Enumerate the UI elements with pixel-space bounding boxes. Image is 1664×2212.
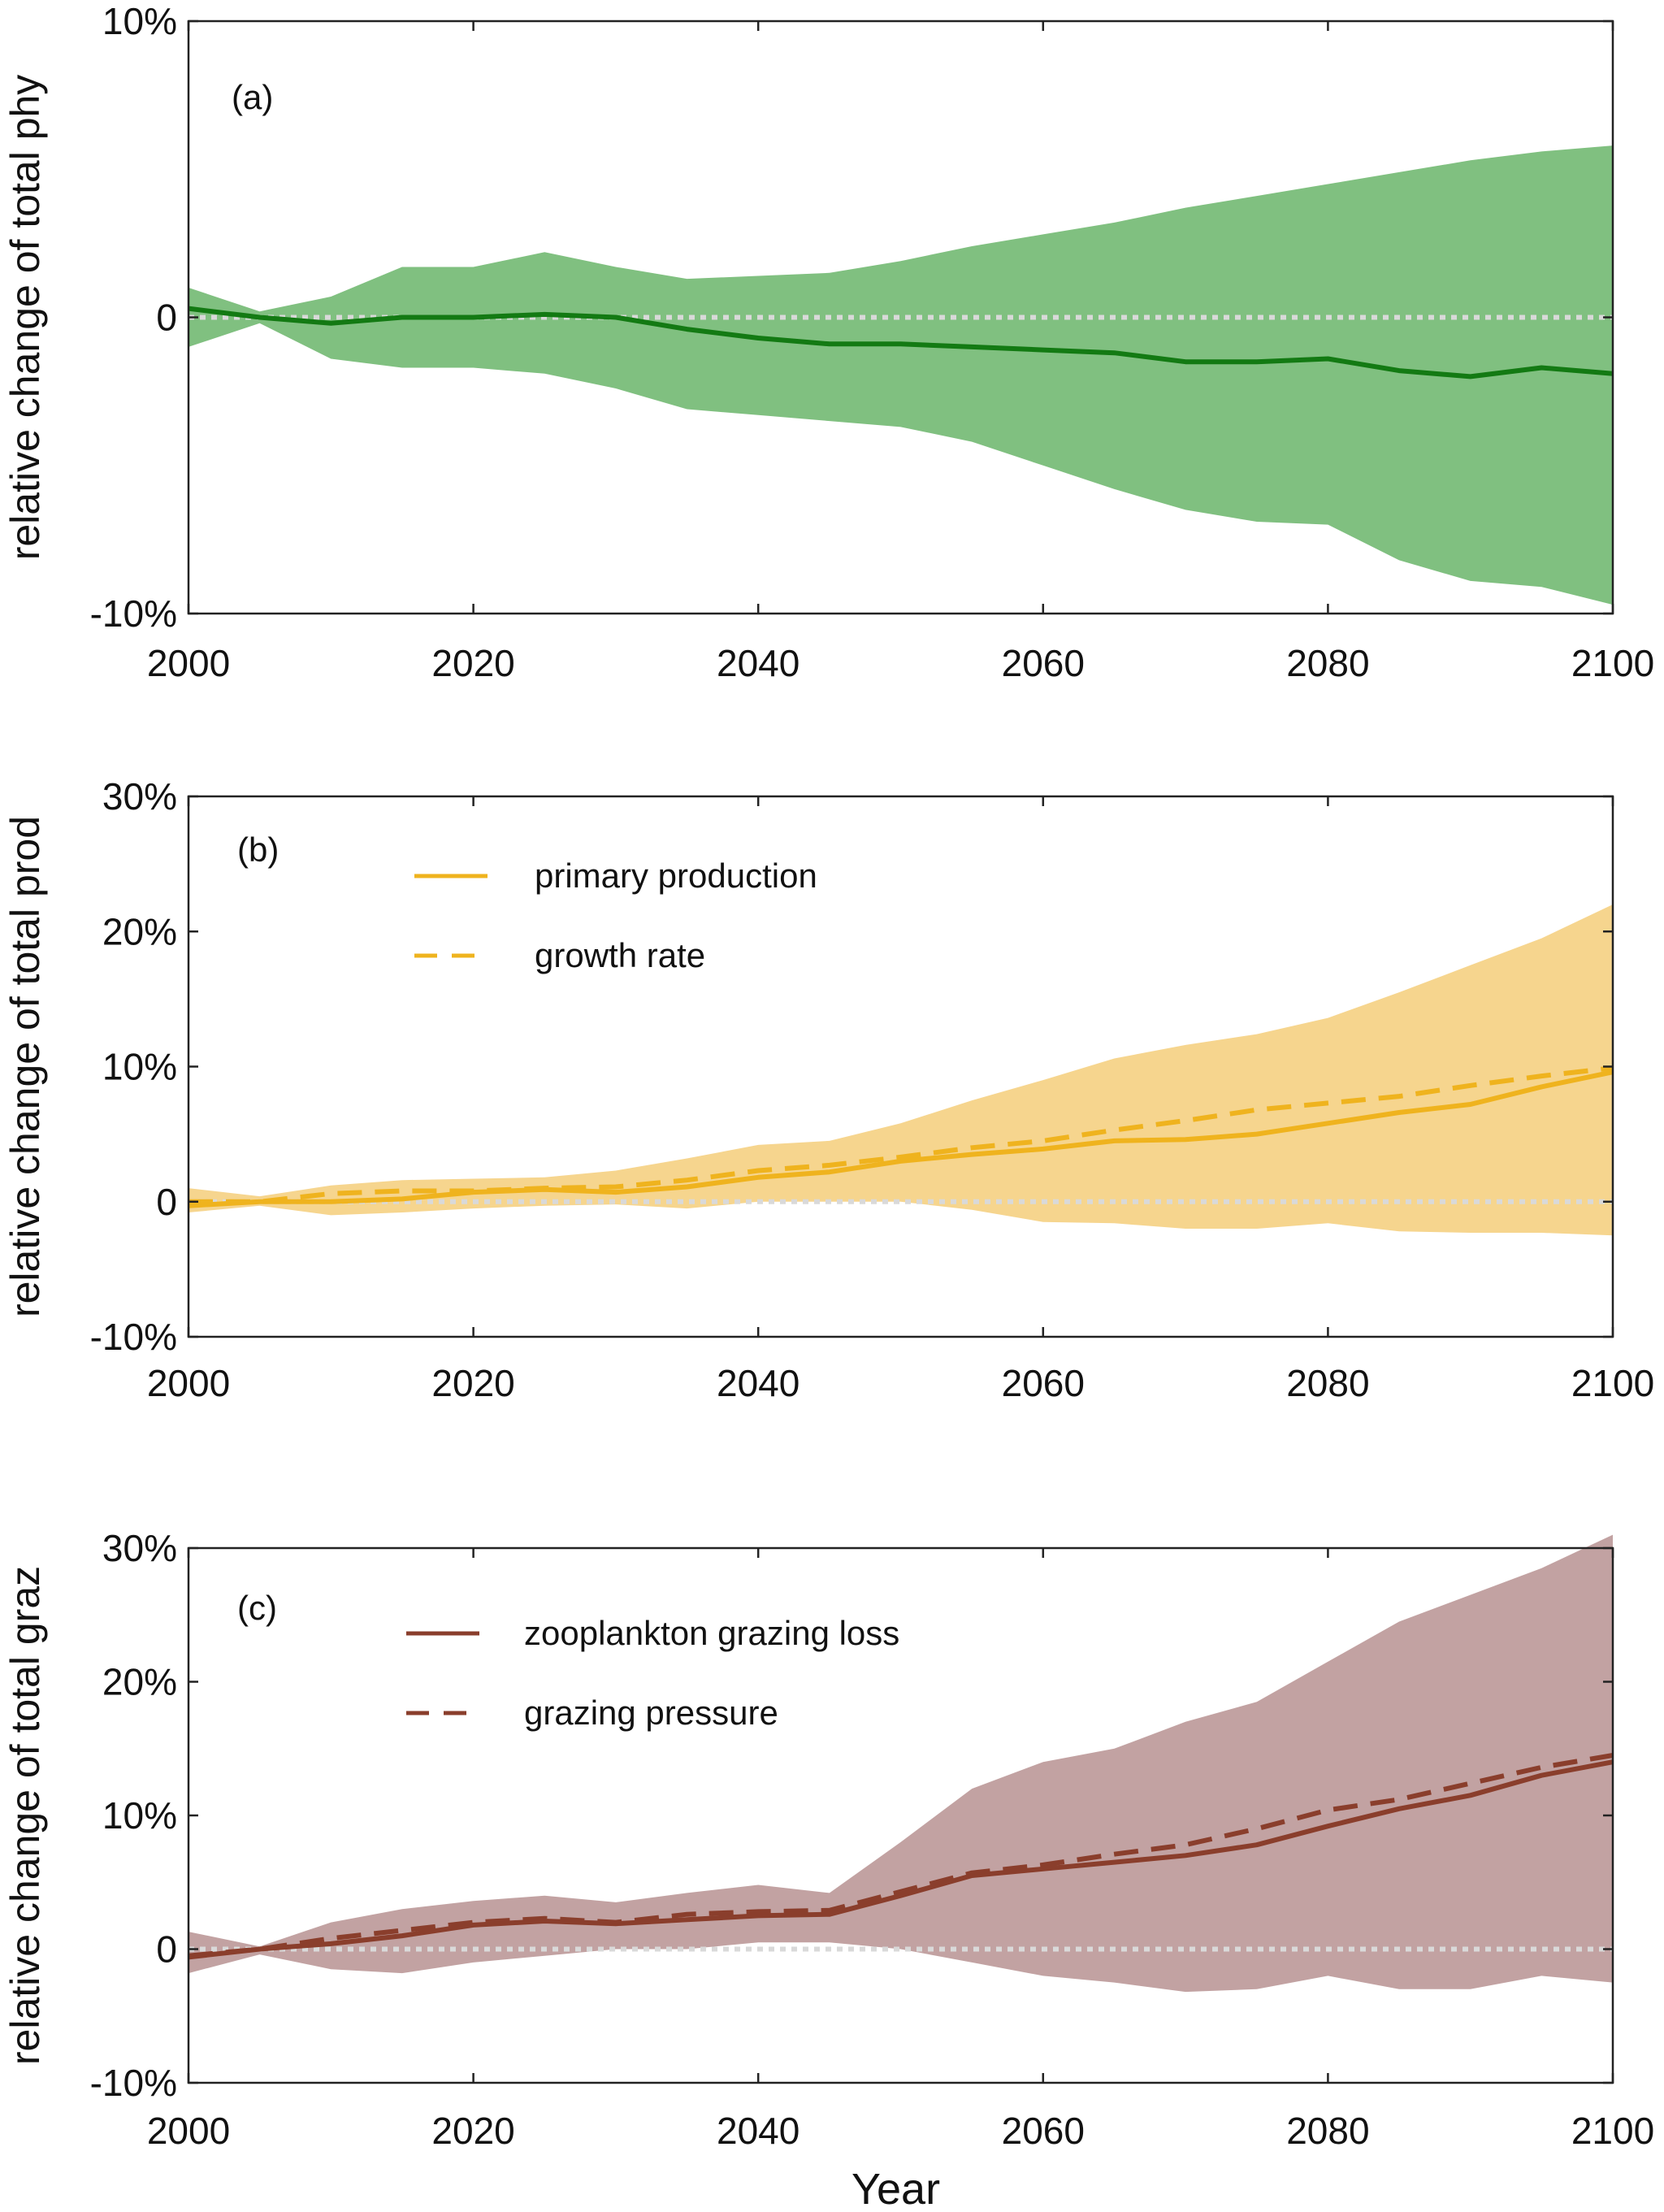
y-axis-label: relative change of total prod	[2, 816, 48, 1317]
y-tick-label: 10%	[102, 1046, 177, 1088]
series-line-dashed	[188, 1065, 1614, 1204]
y-tick-label: 10%	[102, 0, 177, 42]
x-tick-label: 2040	[717, 2110, 800, 2152]
panel-label: (b)	[237, 831, 279, 869]
x-tick-label: 2100	[1571, 642, 1654, 684]
legend: primary production growth rate	[414, 857, 817, 974]
x-tick-label: 2080	[1286, 2110, 1369, 2152]
legend: zooplankton grazing loss grazing pressure	[406, 1614, 899, 1732]
y-tick-label: 0	[156, 1181, 177, 1223]
series-line-solid	[188, 1759, 1614, 1960]
x-tick-label: 2020	[431, 2110, 514, 2152]
panel-b: 2000 2020 2040 2060 2080 2100 30% 20% 10% 0 -10% re…	[2, 775, 1654, 1404]
uncertainty-band	[188, 145, 1613, 605]
y-tick-label: -10%	[90, 1316, 177, 1358]
x-tick-label: 2020	[431, 1362, 514, 1404]
x-tick-label: 2020	[431, 642, 514, 684]
y-tick-label: 0	[156, 1928, 177, 1971]
y-tick-label: 30%	[102, 775, 177, 818]
x-tick-label: 2000	[147, 2110, 230, 2152]
x-tick-label: 2040	[717, 642, 800, 684]
x-tick-label: 2000	[147, 1362, 230, 1404]
series-line-dashed	[188, 1753, 1614, 1958]
y-tick-label: -10%	[90, 2062, 177, 2104]
x-tick-label: 2060	[1002, 642, 1085, 684]
y-tick-label: 0	[156, 297, 177, 339]
x-tick-label: 2000	[147, 642, 230, 684]
panel-label: (a)	[232, 78, 273, 116]
y-tick-label: 10%	[102, 1794, 177, 1837]
x-tick-label: 2040	[717, 1362, 800, 1404]
x-tick-label: 2080	[1286, 642, 1369, 684]
y-axis-label: relative change of total graz	[2, 1566, 48, 2065]
series-line-solid	[188, 1069, 1614, 1208]
x-tick-label: 2100	[1571, 2110, 1654, 2152]
x-tick-label: 2100	[1571, 1362, 1654, 1404]
series-line-solid	[188, 306, 1614, 380]
legend-label: growth rate	[535, 936, 705, 974]
legend-label: primary production	[535, 857, 817, 895]
x-tick-label: 2060	[1002, 1362, 1085, 1404]
panel-a: 2000 2020 2040 2060 2080 2100 10% 0 -10% relative…	[2, 0, 1654, 684]
uncertainty-band	[188, 904, 1613, 1236]
y-tick-label: 20%	[102, 910, 177, 952]
panel-label: (c)	[237, 1589, 277, 1627]
panel-c: 2000 2020 2040 2060 2080 2100 30% 20% 10% 0 -10% re…	[2, 1527, 1654, 2212]
y-tick-label: -10%	[90, 592, 177, 635]
y-tick-label: 20%	[102, 1661, 177, 1703]
legend-label: grazing pressure	[524, 1694, 778, 1732]
x-tick-label: 2060	[1002, 2110, 1085, 2152]
x-axis-label: Year	[852, 2165, 940, 2212]
y-tick-label: 30%	[102, 1527, 177, 1569]
x-tick-label: 2080	[1286, 1362, 1369, 1404]
y-axis-label: relative change of total phy	[2, 75, 48, 561]
uncertainty-band	[188, 1534, 1613, 1993]
legend-label: zooplankton grazing loss	[524, 1614, 899, 1652]
